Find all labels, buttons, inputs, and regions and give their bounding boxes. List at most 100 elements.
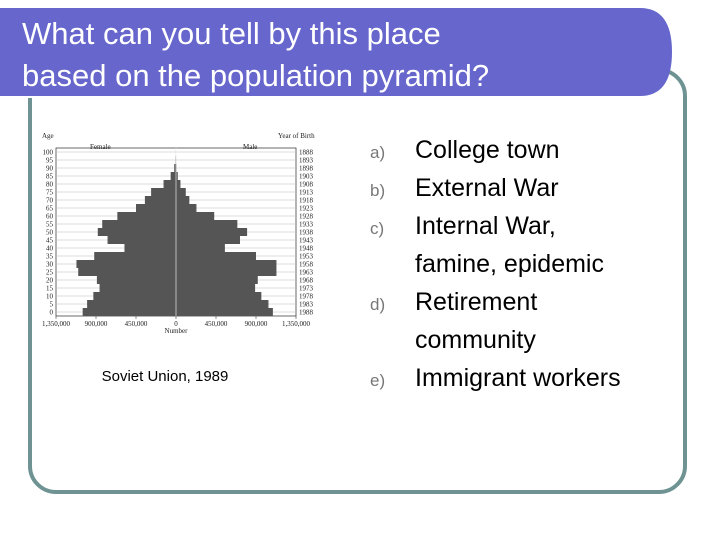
male-bar [176, 196, 189, 204]
x-tick-label: 450,000 [125, 320, 148, 328]
y2-tick-label: 1983 [299, 301, 314, 309]
male-bar [176, 180, 180, 188]
x-tick-label: 900,000 [245, 320, 268, 328]
male-bar [176, 212, 214, 220]
y-tick-label: 85 [46, 173, 54, 181]
axis-label: Year of Birth [278, 132, 315, 140]
axis-label: Age [42, 132, 54, 140]
male-bar [176, 220, 237, 228]
y-tick-label: 20 [46, 277, 54, 285]
female-bar [94, 252, 176, 260]
y2-tick-label: 1908 [299, 181, 314, 189]
male-bar [176, 188, 186, 196]
y2-tick-label: 1968 [299, 277, 314, 285]
male-bar [176, 236, 240, 244]
y2-tick-label: 1963 [299, 269, 314, 277]
male-bar [176, 276, 258, 284]
y-tick-label: 25 [46, 269, 54, 277]
option-letter: a) [370, 143, 385, 162]
x-tick-label: 1,350,000 [42, 320, 71, 328]
female-bar [93, 292, 176, 300]
y2-tick-label: 1898 [299, 165, 314, 173]
options-list: a) College town b) External War c) Internal W… [370, 136, 621, 392]
male-bar [176, 268, 276, 276]
x-tick-label: 900,000 [85, 320, 108, 328]
female-bar [78, 268, 176, 276]
option-text: External War [415, 174, 559, 202]
option-text: Internal War, [415, 212, 556, 240]
y-tick-label: 45 [46, 237, 54, 245]
female-bar [124, 244, 176, 252]
y2-tick-label: 1948 [299, 245, 314, 253]
y2-tick-label: 1923 [299, 205, 314, 213]
male-bar [176, 308, 273, 316]
option-letter: b) [370, 181, 385, 200]
female-bar [76, 260, 176, 268]
male-bar [176, 228, 247, 236]
option-text: famine, epidemic [415, 250, 604, 278]
y2-tick-label: 1953 [299, 253, 314, 261]
y-tick-label: 70 [46, 197, 54, 205]
y-tick-label: 90 [46, 165, 54, 173]
y2-tick-label: 1893 [299, 157, 314, 165]
title-line: based on the population pyramid? [22, 58, 489, 93]
option-text: Immigrant workers [415, 364, 621, 392]
male-bar [176, 284, 255, 292]
y2-tick-label: 1988 [299, 309, 314, 317]
female-bar [83, 308, 176, 316]
option-text: College town [415, 136, 560, 164]
figure-caption: Soviet Union, 1989 [102, 368, 229, 385]
y2-tick-label: 1938 [299, 229, 314, 237]
x-tick-label: 1,350,000 [282, 320, 311, 328]
male-bar [176, 204, 196, 212]
title-line: What can you tell by this place [22, 16, 441, 51]
y2-tick-label: 1973 [299, 285, 314, 293]
male-bar [176, 244, 225, 252]
y-tick-label: 0 [50, 309, 54, 317]
female-bar [171, 172, 176, 180]
y-tick-label: 30 [46, 261, 54, 269]
y2-tick-label: 1888 [299, 149, 314, 157]
y-tick-label: 95 [46, 157, 54, 165]
y2-tick-label: 1978 [299, 293, 314, 301]
axis-label: Number [165, 327, 189, 335]
female-bar [100, 284, 176, 292]
female-bar [98, 228, 176, 236]
y-tick-label: 55 [46, 221, 54, 229]
option-letter: d) [370, 295, 385, 314]
x-tick-label: 450,000 [205, 320, 228, 328]
female-bar [108, 236, 176, 244]
female-bar [117, 212, 176, 220]
option-text: Retirement [415, 288, 537, 316]
female-bar [164, 180, 176, 188]
option-text: community [415, 326, 536, 354]
female-bar [136, 204, 176, 212]
y-tick-label: 10 [46, 293, 54, 301]
y2-tick-label: 1903 [299, 173, 314, 181]
y2-tick-label: 1918 [299, 197, 314, 205]
male-bar [176, 292, 261, 300]
female-bar [97, 276, 176, 284]
y-tick-label: 100 [43, 149, 54, 157]
side-label: Male [243, 143, 257, 151]
y-tick-label: 60 [46, 213, 54, 221]
y-tick-label: 50 [46, 229, 54, 237]
y-tick-label: 80 [46, 181, 54, 189]
female-bar [145, 196, 176, 204]
y2-tick-label: 1913 [299, 189, 314, 197]
y-tick-label: 15 [46, 285, 54, 293]
y2-tick-label: 1928 [299, 213, 314, 221]
y2-tick-label: 1933 [299, 221, 314, 229]
male-bar [176, 260, 276, 268]
y-tick-label: 75 [46, 189, 54, 197]
option-letter: c) [370, 219, 384, 238]
male-bar [176, 300, 268, 308]
y-tick-label: 40 [46, 245, 54, 253]
x-tick-label: 0 [174, 320, 178, 328]
y2-tick-label: 1958 [299, 261, 314, 269]
option-letter: e) [370, 371, 385, 390]
female-bar [151, 188, 176, 196]
side-label: Female [90, 143, 111, 151]
